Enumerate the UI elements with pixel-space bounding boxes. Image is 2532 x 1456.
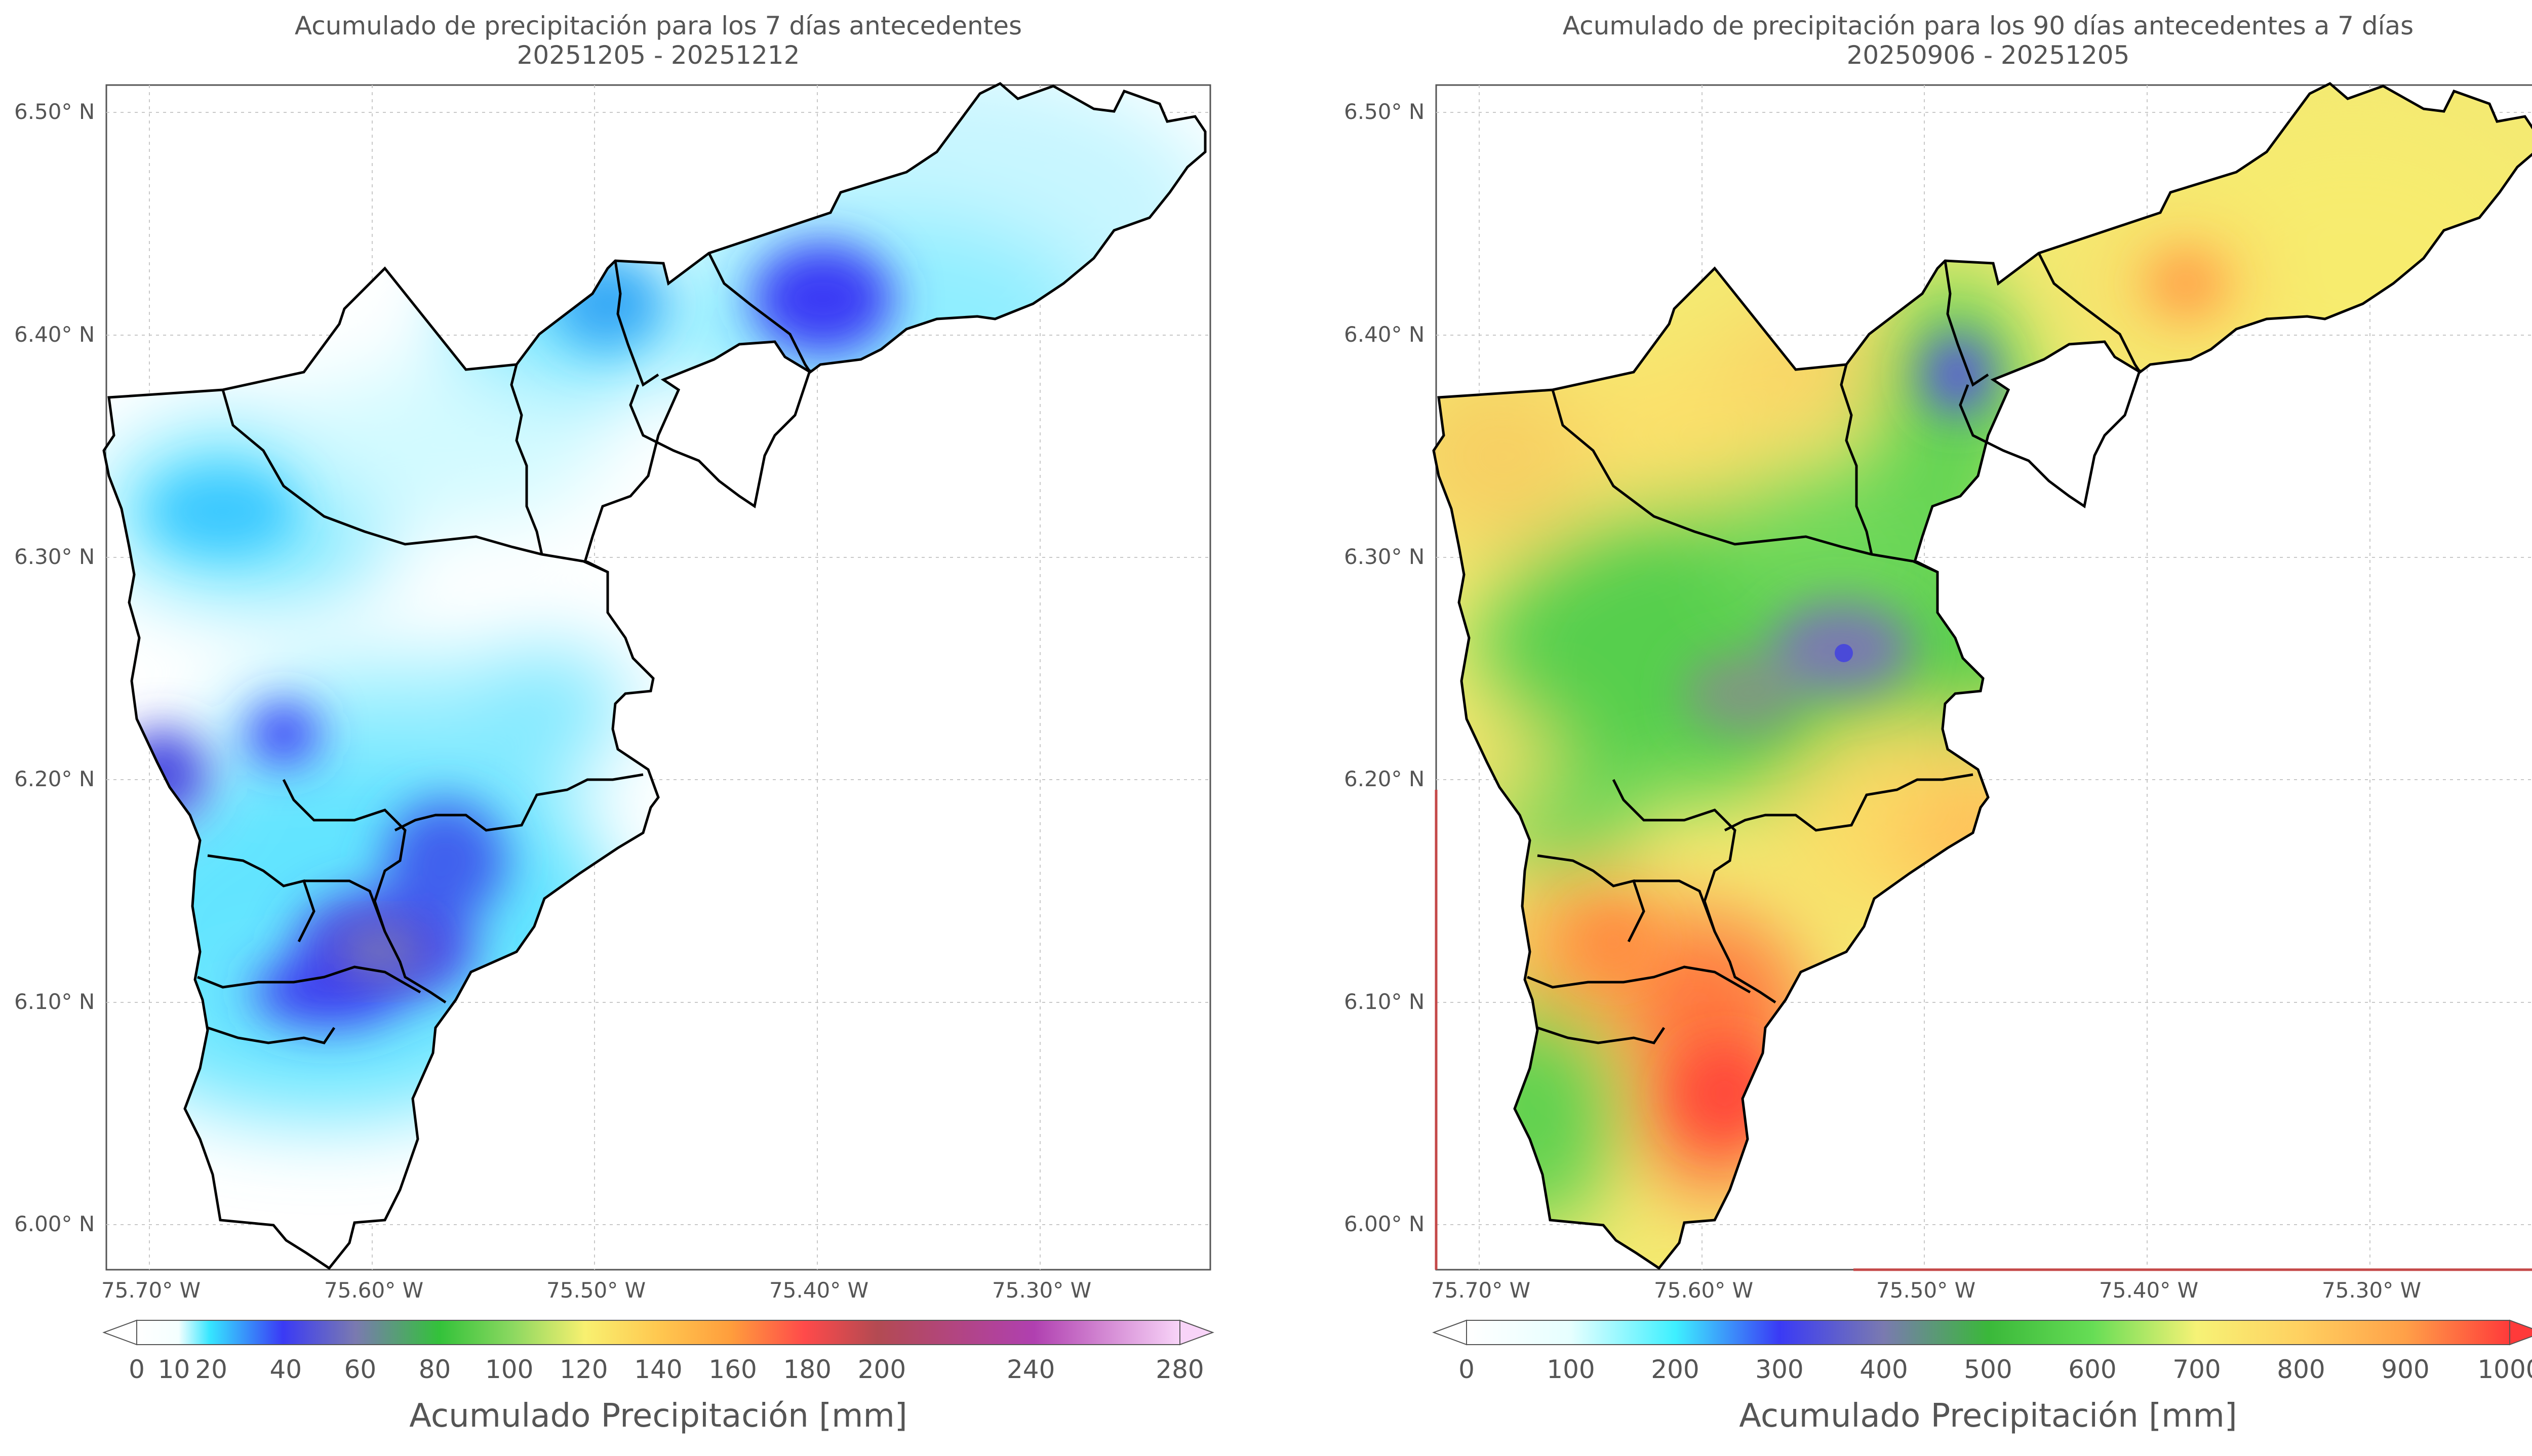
left-colorbar-tick: 80 <box>418 1355 451 1384</box>
left-map-title: Acumulado de precipitación para los 7 dí… <box>106 11 1210 70</box>
right-lon-label: 75.30° W <box>2322 1278 2422 1303</box>
left-colorbar-min-extension <box>102 1319 137 1346</box>
right-colorbar-tick: 0 <box>1458 1355 1475 1384</box>
left-lon-label: 75.50° W <box>546 1278 646 1303</box>
right-colorbar-max-extension <box>2509 1319 2532 1346</box>
left-lat-label: 6.00° N <box>14 1211 95 1236</box>
right-map-panel <box>1396 84 2532 1271</box>
left-colorbar-tick: 280 <box>1156 1355 1204 1384</box>
right-lat-label: 6.10° N <box>1344 989 1425 1014</box>
left-colorbar <box>102 1319 1214 1346</box>
right-lon-label: 75.70° W <box>1431 1278 1531 1303</box>
right-colorbar-tick: 300 <box>1755 1355 1804 1384</box>
left-lon-label: 75.30° W <box>992 1278 1092 1303</box>
right-map-title: Acumulado de precipitación para los 90 d… <box>1436 11 2532 70</box>
right-lat-label: 6.50° N <box>1344 99 1425 124</box>
left-colorbar-tick: 10 <box>157 1355 190 1384</box>
right-colorbar-tick: 400 <box>1860 1355 1908 1384</box>
right-municipal-boundaries <box>1527 252 2142 1044</box>
left-lat-label: 6.30° N <box>14 544 95 569</box>
left-map-title-line1: Acumulado de precipitación para los 7 dí… <box>294 11 1022 41</box>
right-colorbar-tick: 1000 <box>2477 1355 2532 1384</box>
left-colorbar-tick: 200 <box>857 1355 906 1384</box>
left-colorbar-tick: 0 <box>129 1355 145 1384</box>
right-colorbar-gradient <box>1466 1320 2510 1345</box>
left-lon-label: 75.60° W <box>324 1278 424 1303</box>
left-colorbar-tick: 160 <box>708 1355 757 1384</box>
right-colorbar-tick: 200 <box>1651 1355 1699 1384</box>
left-lon-label: 75.40° W <box>769 1278 869 1303</box>
right-map-title-line1: Acumulado de precipitación para los 90 d… <box>1562 11 2414 41</box>
right-lat-label: 6.00° N <box>1344 1211 1425 1236</box>
right-lat-label: 6.20° N <box>1344 766 1425 791</box>
left-colorbar-tick: 20 <box>195 1355 227 1384</box>
right-lat-label: 6.30° N <box>1344 544 1425 569</box>
right-colorbar <box>1432 1319 2532 1346</box>
left-colorbar-tick: 40 <box>269 1355 302 1384</box>
right-map-title-line2: 20250906 - 20251205 <box>1846 41 2130 70</box>
left-map-panel <box>91 61 1211 1271</box>
left-lat-label: 6.10° N <box>14 989 95 1014</box>
left-lat-label: 6.40° N <box>14 322 95 347</box>
right-colorbar-min-extension <box>1432 1319 1467 1346</box>
right-colorbar-tick: 900 <box>2381 1355 2430 1384</box>
left-colorbar-tick: 100 <box>485 1355 534 1384</box>
right-colorbar-tick: 700 <box>2172 1355 2221 1384</box>
left-municipal-boundaries <box>197 252 812 1044</box>
left-lat-label: 6.50° N <box>14 99 95 124</box>
right-lon-label: 75.50° W <box>1876 1278 1976 1303</box>
left-colorbar-tick: 240 <box>1006 1355 1055 1384</box>
left-colorbar-tick: 140 <box>634 1355 683 1384</box>
right-lon-label: 75.60° W <box>1654 1278 1754 1303</box>
left-colorbar-tick: 120 <box>560 1355 608 1384</box>
right-local-max-marker <box>1835 644 1853 662</box>
left-colorbar-label: Acumulado Precipitación [mm] <box>409 1397 907 1435</box>
right-colorbar-tick: 600 <box>2068 1355 2117 1384</box>
right-colorbar-tick: 500 <box>1964 1355 2012 1384</box>
right-lon-label: 75.40° W <box>2099 1278 2199 1303</box>
right-colorbar-tick: 100 <box>1547 1355 1595 1384</box>
right-colorbar-tick: 800 <box>2277 1355 2325 1384</box>
left-lat-label: 6.20° N <box>14 766 95 791</box>
left-lon-label: 75.70° W <box>101 1278 201 1303</box>
right-colorbar-label: Acumulado Precipitación [mm] <box>1739 1397 2237 1435</box>
left-colorbar-tick: 60 <box>344 1355 377 1384</box>
right-lat-label: 6.40° N <box>1344 322 1425 347</box>
left-colorbar-tick: 180 <box>783 1355 832 1384</box>
left-colorbar-gradient <box>136 1320 1180 1345</box>
left-colorbar-max-extension <box>1179 1319 1214 1346</box>
left-map-title-line2: 20251205 - 20251212 <box>517 41 800 70</box>
